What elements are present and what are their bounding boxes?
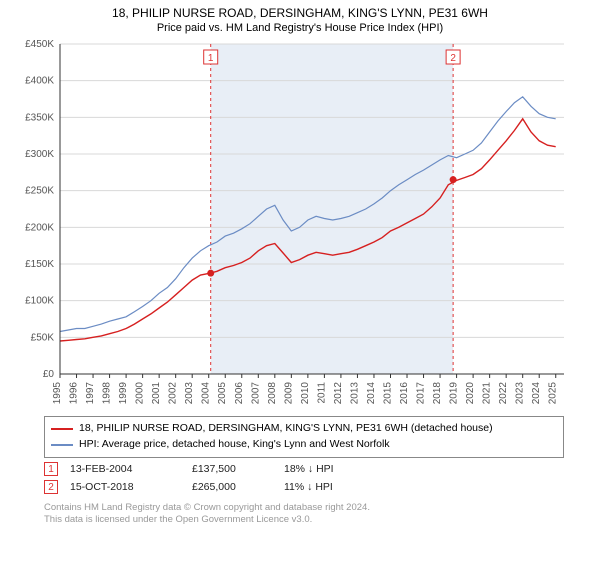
legend-swatch-property <box>51 428 73 430</box>
svg-text:2018: 2018 <box>432 382 443 405</box>
svg-text:1997: 1997 <box>85 382 96 405</box>
chart-subtitle: Price paid vs. HM Land Registry's House … <box>0 22 600 34</box>
svg-text:1: 1 <box>208 53 214 64</box>
marker-row-2: 2 15-OCT-2018 £265,000 11% ↓ HPI <box>44 480 600 494</box>
svg-text:2024: 2024 <box>531 382 542 405</box>
svg-text:2013: 2013 <box>349 382 360 405</box>
svg-text:£250K: £250K <box>25 186 54 197</box>
chart-area: £0 £50K £100K £150K £200K £250K £300K £350K £400… <box>12 38 572 408</box>
svg-text:£300K: £300K <box>25 149 54 160</box>
marker-row-1: 1 13-FEB-2004 £137,500 18% ↓ HPI <box>44 462 600 476</box>
svg-text:2000: 2000 <box>135 382 146 405</box>
svg-text:£50K: £50K <box>31 332 55 343</box>
svg-text:£0: £0 <box>43 369 55 380</box>
svg-text:2020: 2020 <box>465 382 476 405</box>
legend-item-property: 18, PHILIP NURSE ROAD, DERSINGHAM, KING'… <box>51 421 557 437</box>
marker-diff-1: 18% ↓ HPI <box>284 463 334 475</box>
svg-text:2025: 2025 <box>548 382 559 405</box>
line-chart-svg: £0 £50K £100K £150K £200K £250K £300K £350K £400… <box>12 38 572 408</box>
svg-text:2015: 2015 <box>382 382 393 405</box>
marker-date-2: 15-OCT-2018 <box>70 481 180 493</box>
svg-text:£350K: £350K <box>25 112 54 123</box>
marker-diff-2: 11% ↓ HPI <box>284 481 333 493</box>
svg-text:1999: 1999 <box>118 382 129 405</box>
svg-text:2008: 2008 <box>267 382 278 405</box>
svg-text:2011: 2011 <box>316 382 327 404</box>
marker-price-2: £265,000 <box>192 481 272 493</box>
legend-swatch-hpi <box>51 444 73 446</box>
chart-title: 18, PHILIP NURSE ROAD, DERSINGHAM, KING'… <box>0 6 600 20</box>
svg-text:1995: 1995 <box>52 382 63 405</box>
svg-text:£200K: £200K <box>25 222 54 233</box>
svg-text:2006: 2006 <box>234 382 245 405</box>
footer-line-2: This data is licensed under the Open Gov… <box>44 514 600 526</box>
marker-price-1: £137,500 <box>192 463 272 475</box>
svg-text:£150K: £150K <box>25 259 54 270</box>
legend-label-property: 18, PHILIP NURSE ROAD, DERSINGHAM, KING'… <box>79 421 493 437</box>
svg-text:1998: 1998 <box>102 382 113 405</box>
svg-text:2012: 2012 <box>333 382 344 405</box>
marker-badge-2: 2 <box>44 480 58 494</box>
svg-text:£450K: £450K <box>25 39 54 50</box>
svg-text:2019: 2019 <box>449 382 460 405</box>
svg-text:2001: 2001 <box>151 382 162 405</box>
svg-text:2017: 2017 <box>416 382 427 405</box>
marker-date-1: 13-FEB-2004 <box>70 463 180 475</box>
svg-text:2007: 2007 <box>250 382 261 405</box>
svg-text:£400K: £400K <box>25 76 54 87</box>
svg-text:2016: 2016 <box>399 382 410 405</box>
legend-label-hpi: HPI: Average price, detached house, King… <box>79 437 390 453</box>
svg-text:2022: 2022 <box>498 382 509 405</box>
svg-text:2021: 2021 <box>482 382 493 405</box>
svg-text:2002: 2002 <box>168 382 179 405</box>
svg-text:2009: 2009 <box>283 382 294 405</box>
svg-text:2: 2 <box>450 53 456 64</box>
footer-line-1: Contains HM Land Registry data © Crown c… <box>44 502 600 514</box>
legend-item-hpi: HPI: Average price, detached house, King… <box>51 437 557 453</box>
svg-text:2004: 2004 <box>201 382 212 405</box>
footer-attribution: Contains HM Land Registry data © Crown c… <box>44 502 600 527</box>
marker-badge-1: 1 <box>44 462 58 476</box>
svg-text:2010: 2010 <box>300 382 311 405</box>
svg-text:2005: 2005 <box>217 382 228 405</box>
legend: 18, PHILIP NURSE ROAD, DERSINGHAM, KING'… <box>44 416 564 458</box>
chart-container: 18, PHILIP NURSE ROAD, DERSINGHAM, KING'… <box>0 6 600 566</box>
svg-text:2003: 2003 <box>184 382 195 405</box>
svg-text:2023: 2023 <box>515 382 526 405</box>
svg-text:1996: 1996 <box>69 382 80 405</box>
svg-text:2014: 2014 <box>366 382 377 405</box>
svg-text:£100K: £100K <box>25 296 54 307</box>
